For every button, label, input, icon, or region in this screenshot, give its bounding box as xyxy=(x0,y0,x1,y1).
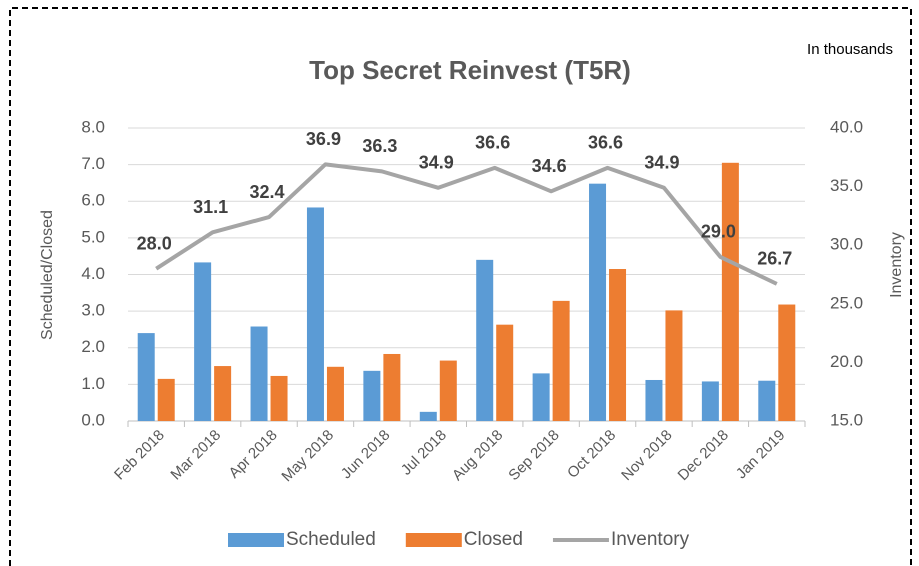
bar xyxy=(552,300,570,421)
bar xyxy=(306,207,324,421)
bar xyxy=(326,366,344,421)
y2-axis-label: Inventory xyxy=(888,232,905,298)
bar xyxy=(250,326,268,421)
legend-swatch xyxy=(405,533,462,547)
legend-label: Inventory xyxy=(611,529,690,550)
x-tick-label: Jul 2018 xyxy=(398,427,450,479)
data-label: 34.9 xyxy=(644,153,679,173)
x-tick-label: Nov 2018 xyxy=(618,427,675,484)
data-label: 26.7 xyxy=(757,249,792,269)
x-tick-label: Sep 2018 xyxy=(505,427,562,484)
bar xyxy=(383,353,401,421)
y2-tick-label: 15.0 xyxy=(830,410,863,429)
bar xyxy=(589,183,607,421)
y-tick-label: 7.0 xyxy=(81,154,105,173)
line xyxy=(155,162,778,286)
data-label: 31.1 xyxy=(193,197,228,217)
data-label: 36.9 xyxy=(306,129,341,149)
bar xyxy=(758,380,776,421)
data-label: 29.0 xyxy=(701,222,736,242)
data-label: 32.4 xyxy=(250,182,285,202)
x-tick-label: Feb 2018 xyxy=(111,427,168,484)
data-label: 28.0 xyxy=(137,233,172,253)
bar xyxy=(701,381,719,421)
bar xyxy=(270,375,288,421)
bar xyxy=(419,411,437,421)
y2-tick-label: 25.0 xyxy=(830,293,863,312)
legend-label: Closed xyxy=(464,529,523,550)
data-label: 36.6 xyxy=(588,133,623,153)
legend-label: Scheduled xyxy=(286,529,376,550)
y-tick-label: 0.0 xyxy=(81,410,105,429)
bar xyxy=(665,310,683,421)
y-tick-label: 2.0 xyxy=(81,337,105,356)
bar xyxy=(609,269,627,421)
x-tick-label: May 2018 xyxy=(278,427,337,486)
bar xyxy=(439,360,457,421)
y-axis-label: Scheduled/Closed xyxy=(39,210,56,340)
y-tick-label: 5.0 xyxy=(81,227,105,246)
x-tick-label: Jun 2018 xyxy=(338,427,394,483)
y-tick-label: 1.0 xyxy=(81,374,105,393)
x-tick-label: Oct 2018 xyxy=(564,427,619,482)
y-tick-label: 6.0 xyxy=(81,191,105,210)
chart-title: Top Secret Reinvest (T5R) xyxy=(309,55,631,85)
bar xyxy=(194,262,212,421)
y2-tick-label: 20.0 xyxy=(830,352,863,371)
bar xyxy=(214,366,232,421)
y2-tick-label: 40.0 xyxy=(830,117,863,136)
x-tick-label: Dec 2018 xyxy=(675,427,732,484)
data-label: 34.9 xyxy=(419,153,454,173)
data-label: 34.6 xyxy=(532,156,567,176)
x-tick-label: Jan 2019 xyxy=(733,427,789,483)
annotation: In thousands xyxy=(807,41,893,58)
data-label: 36.6 xyxy=(475,133,510,153)
y2-tick-label: 35.0 xyxy=(830,176,863,195)
bar xyxy=(778,304,796,421)
y-tick-label: 4.0 xyxy=(81,264,105,283)
bar xyxy=(532,373,550,421)
bar xyxy=(363,370,381,421)
bar xyxy=(496,324,514,421)
bar xyxy=(137,333,155,421)
y-tick-label: 8.0 xyxy=(81,117,105,136)
bar xyxy=(476,259,494,421)
x-tick-label: Mar 2018 xyxy=(167,427,224,484)
bar xyxy=(645,379,663,421)
y-tick-label: 3.0 xyxy=(81,301,105,320)
bar xyxy=(721,162,739,421)
x-tick-label: Apr 2018 xyxy=(226,427,281,482)
data-label: 36.3 xyxy=(362,136,397,156)
legend-swatch xyxy=(228,533,284,547)
bar xyxy=(157,378,175,421)
x-tick-label: Aug 2018 xyxy=(449,427,506,484)
y2-tick-label: 30.0 xyxy=(830,235,863,254)
